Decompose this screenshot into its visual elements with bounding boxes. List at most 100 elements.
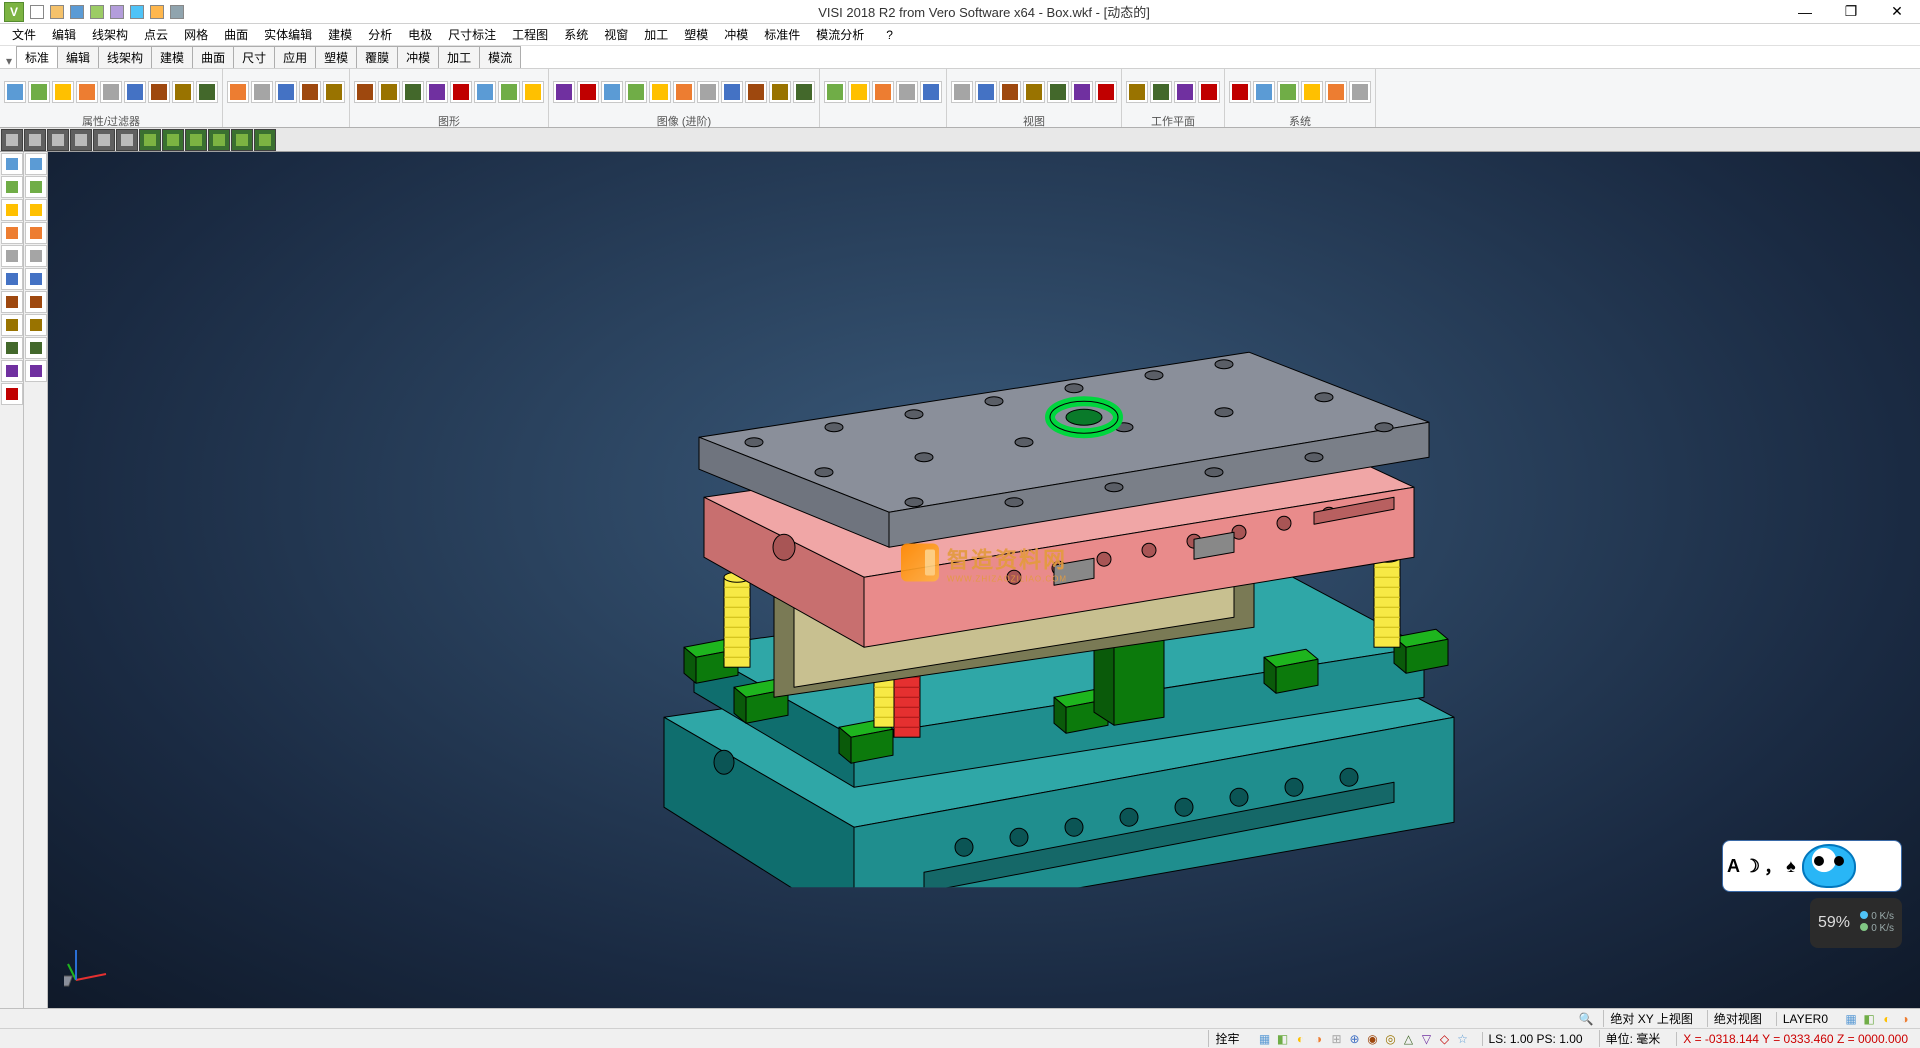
ribbon-btn-3-4[interactable]: [649, 81, 671, 103]
viewmode-btn-7[interactable]: [162, 129, 184, 151]
status2-icon-3[interactable]: ◑: [1310, 1030, 1328, 1048]
status2-icon-10[interactable]: ◇: [1436, 1030, 1454, 1048]
status1-icon-3[interactable]: ◑: [1896, 1010, 1914, 1028]
lefttool1-btn-6[interactable]: [1, 291, 23, 313]
ribbon-btn-2-5[interactable]: [474, 81, 496, 103]
undo-icon[interactable]: [108, 3, 126, 21]
tab-曲面[interactable]: 曲面: [192, 46, 234, 68]
ribbon-btn-0-3[interactable]: [76, 81, 98, 103]
ribbon-btn-0-5[interactable]: [124, 81, 146, 103]
ribbon-btn-0-8[interactable]: [196, 81, 218, 103]
tab-覆膜[interactable]: 覆膜: [356, 46, 398, 68]
ribbon-btn-0-4[interactable]: [100, 81, 122, 103]
ribbon-btn-1-2[interactable]: [275, 81, 297, 103]
ribbon-btn-2-1[interactable]: [378, 81, 400, 103]
ribbon-btn-7-3[interactable]: [1301, 81, 1323, 103]
lefttool2-btn-8[interactable]: [25, 337, 47, 359]
ribbon-btn-5-6[interactable]: [1095, 81, 1117, 103]
ribbon-btn-6-1[interactable]: [1150, 81, 1172, 103]
tab-模流[interactable]: 模流: [479, 46, 521, 68]
lefttool1-btn-5[interactable]: [1, 268, 23, 290]
status2-icon-1[interactable]: ◧: [1274, 1030, 1292, 1048]
tab-线架构[interactable]: 线架构: [98, 46, 152, 68]
lefttool2-btn-1[interactable]: [25, 176, 47, 198]
status-layer[interactable]: LAYER0: [1776, 1012, 1834, 1026]
ribbon-btn-5-3[interactable]: [1023, 81, 1045, 103]
ribbon-btn-0-2[interactable]: [52, 81, 74, 103]
open-icon[interactable]: [48, 3, 66, 21]
tab-尺寸[interactable]: 尺寸: [233, 46, 275, 68]
ribbon-btn-3-3[interactable]: [625, 81, 647, 103]
menu-4[interactable]: 网格: [176, 24, 216, 45]
viewmode-btn-2[interactable]: [47, 129, 69, 151]
lefttool1-btn-7[interactable]: [1, 314, 23, 336]
ribbon-btn-4-1[interactable]: [848, 81, 870, 103]
ribbon-btn-1-0[interactable]: [227, 81, 249, 103]
menu-18[interactable]: 模流分析: [808, 24, 872, 45]
tab-scroll-left-icon[interactable]: ▾: [2, 54, 16, 68]
ribbon-btn-6-0[interactable]: [1126, 81, 1148, 103]
status-search-icon[interactable]: 🔍: [1577, 1010, 1595, 1028]
status2-icon-7[interactable]: ◎: [1382, 1030, 1400, 1048]
lefttool1-btn-0[interactable]: [1, 153, 23, 175]
ribbon-btn-3-2[interactable]: [601, 81, 623, 103]
menu-12[interactable]: 系统: [556, 24, 596, 45]
lefttool2-btn-5[interactable]: [25, 268, 47, 290]
ribbon-btn-4-4[interactable]: [920, 81, 942, 103]
viewmode-btn-4[interactable]: [93, 129, 115, 151]
ribbon-btn-6-2[interactable]: [1174, 81, 1196, 103]
lefttool1-btn-3[interactable]: [1, 222, 23, 244]
menu-0[interactable]: 文件: [4, 24, 44, 45]
ribbon-btn-2-4[interactable]: [450, 81, 472, 103]
redo-icon[interactable]: [128, 3, 146, 21]
ribbon-btn-3-9[interactable]: [769, 81, 791, 103]
ribbon-btn-3-1[interactable]: [577, 81, 599, 103]
lefttool2-btn-9[interactable]: [25, 360, 47, 382]
menu-5[interactable]: 曲面: [216, 24, 256, 45]
menu-14[interactable]: 加工: [636, 24, 676, 45]
menu-9[interactable]: 电极: [400, 24, 440, 45]
minimize-button[interactable]: —: [1782, 0, 1828, 24]
viewmode-btn-1[interactable]: [24, 129, 46, 151]
menu-2[interactable]: 线架构: [84, 24, 136, 45]
ribbon-btn-7-4[interactable]: [1325, 81, 1347, 103]
ribbon-btn-2-0[interactable]: [354, 81, 376, 103]
tab-标准[interactable]: 标准: [16, 46, 58, 68]
ribbon-btn-0-7[interactable]: [172, 81, 194, 103]
status-view-mode[interactable]: 绝对视图: [1707, 1010, 1768, 1027]
lefttool1-btn-9[interactable]: [1, 360, 23, 382]
lefttool1-btn-10[interactable]: [1, 383, 23, 405]
status2-icon-0[interactable]: ▦: [1256, 1030, 1274, 1048]
ribbon-btn-1-3[interactable]: [299, 81, 321, 103]
ribbon-btn-3-0[interactable]: [553, 81, 575, 103]
ribbon-btn-3-5[interactable]: [673, 81, 695, 103]
viewmode-btn-9[interactable]: [208, 129, 230, 151]
ribbon-btn-1-1[interactable]: [251, 81, 273, 103]
menu-13[interactable]: 视窗: [596, 24, 636, 45]
network-gauge[interactable]: 59% 0 K/s 0 K/s: [1810, 898, 1902, 948]
viewmode-btn-5[interactable]: [116, 129, 138, 151]
status2-icon-4[interactable]: ⊞: [1328, 1030, 1346, 1048]
status2-icon-11[interactable]: ☆: [1454, 1030, 1472, 1048]
close-button[interactable]: ✕: [1874, 0, 1920, 24]
ribbon-btn-7-5[interactable]: [1349, 81, 1371, 103]
ribbon-btn-5-0[interactable]: [951, 81, 973, 103]
ribbon-btn-4-0[interactable]: [824, 81, 846, 103]
viewmode-btn-0[interactable]: [1, 129, 23, 151]
ribbon-btn-3-7[interactable]: [721, 81, 743, 103]
status-coord-system[interactable]: 绝对 XY 上视图: [1603, 1010, 1698, 1027]
menu-11[interactable]: 工程图: [504, 24, 556, 45]
status2-icon-6[interactable]: ◉: [1364, 1030, 1382, 1048]
lefttool1-btn-4[interactable]: [1, 245, 23, 267]
menu-6[interactable]: 实体编辑: [256, 24, 320, 45]
tab-应用[interactable]: 应用: [274, 46, 316, 68]
workplane-icon[interactable]: [148, 3, 166, 21]
help-icon[interactable]: [168, 3, 186, 21]
lefttool2-btn-4[interactable]: [25, 245, 47, 267]
tab-建模[interactable]: 建模: [151, 46, 193, 68]
lefttool1-btn-1[interactable]: [1, 176, 23, 198]
ribbon-btn-5-1[interactable]: [975, 81, 997, 103]
tab-塑模[interactable]: 塑模: [315, 46, 357, 68]
ribbon-btn-4-2[interactable]: [872, 81, 894, 103]
ribbon-btn-0-1[interactable]: [28, 81, 50, 103]
